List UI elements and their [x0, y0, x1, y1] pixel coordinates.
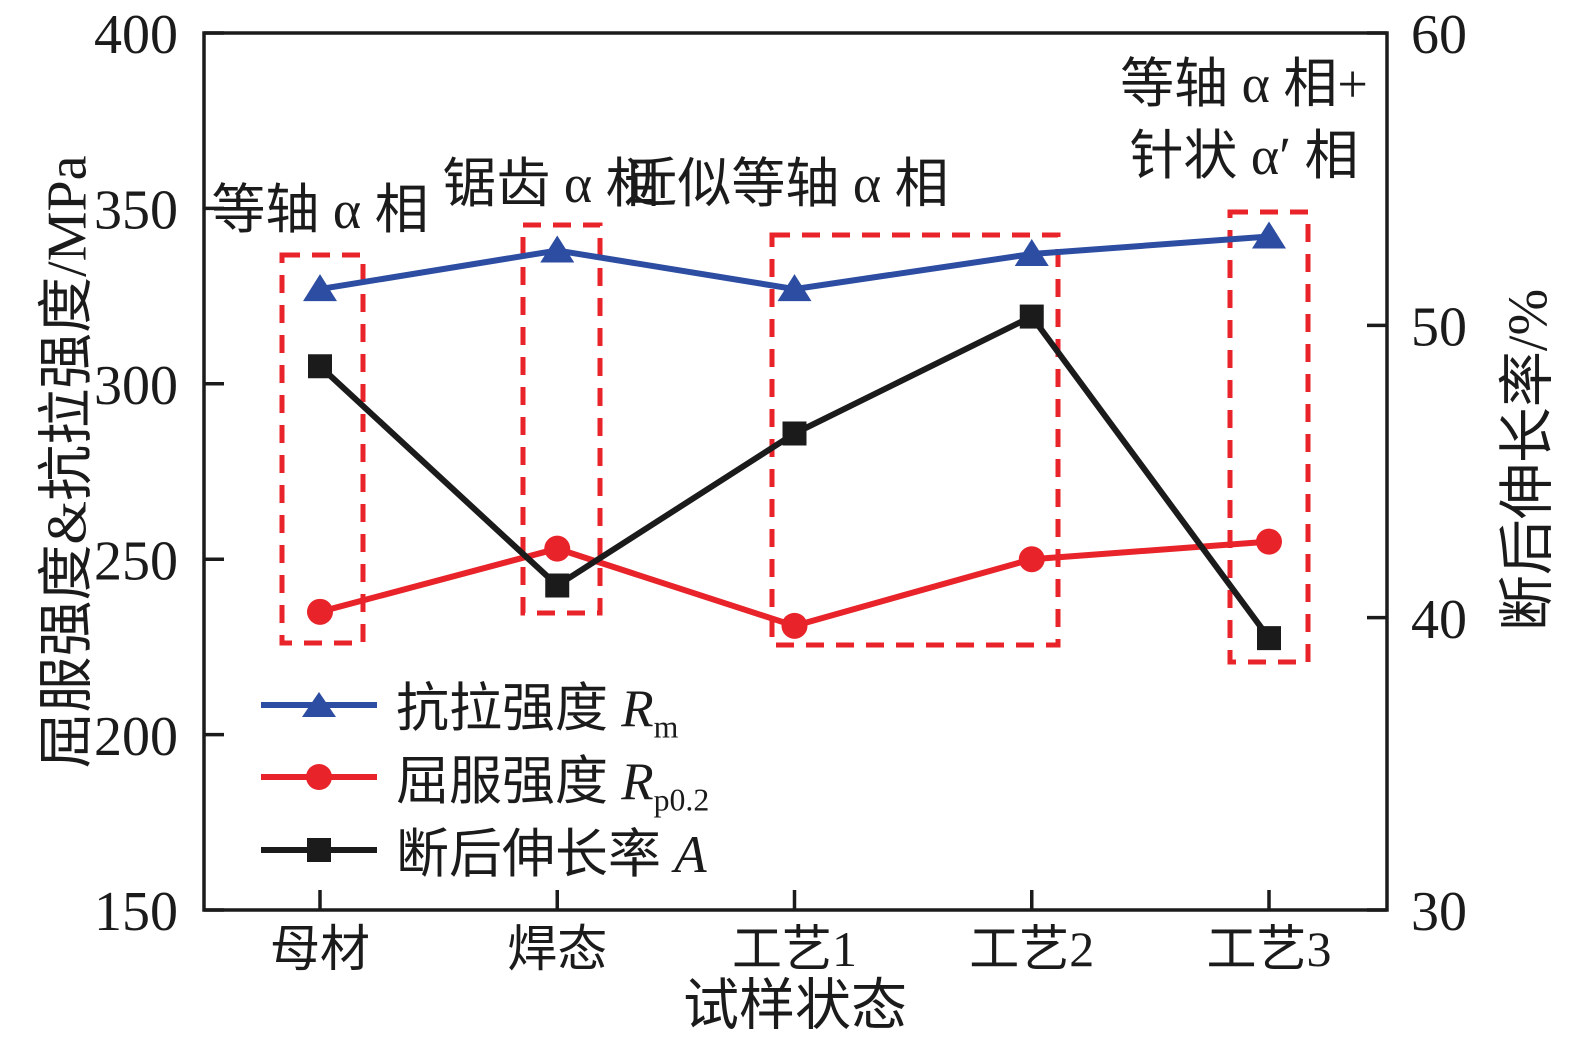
phase-region-box	[769, 232, 1061, 648]
legend-item-elongation: 断后伸长率 A	[258, 813, 709, 886]
right-axis-tick-label: 60	[1411, 4, 1467, 66]
legend-label: 断后伸长率	[396, 825, 675, 884]
phase-region-box	[520, 222, 603, 616]
triangle-data-marker	[540, 235, 575, 263]
phase-annotation-label: 等轴 α 相	[211, 180, 429, 240]
phase-annotation-label: 锯齿 α 相	[442, 154, 660, 214]
phase-region-box	[279, 252, 366, 646]
legend: 抗拉强度 Rm 屈服强度 Rp0.2 断后伸长率 A	[258, 667, 709, 886]
x-axis-tick-label: 工艺3	[1207, 921, 1332, 977]
triangle-data-marker	[777, 274, 812, 302]
triangle-marker-icon	[261, 691, 377, 717]
legend-item-tensile-strength: 抗拉强度 Rm	[258, 667, 709, 742]
triangle-data-marker	[1014, 239, 1049, 267]
x-axis-tick-label: 焊态	[507, 921, 607, 977]
left-axis-tick-label: 400	[94, 4, 178, 66]
phase-region-box	[1227, 209, 1311, 665]
triangle-data-marker	[303, 274, 337, 302]
phase-annotation-label: 等轴 α 相+ 针状 α′ 相	[1120, 54, 1368, 186]
triangle-data-marker	[1252, 221, 1286, 249]
square-data-marker	[782, 421, 807, 446]
circle-marker-icon	[261, 763, 377, 790]
left-axis-tick-label: 350	[94, 180, 178, 242]
legend-label: 抗拉强度	[396, 679, 622, 738]
square-data-marker	[1019, 304, 1044, 329]
square-data-marker	[308, 354, 332, 379]
left-axis-tick-label: 200	[94, 706, 178, 768]
square-marker-icon	[261, 837, 377, 862]
series-line-square	[317, 312, 1272, 640]
right-axis-tick-label: 50	[1411, 296, 1467, 358]
x-axis-tick-label: 母材	[270, 921, 370, 977]
circle-data-marker	[1256, 528, 1282, 555]
left-axis-tick-label: 250	[94, 530, 178, 592]
right-axis-tick-label: 40	[1411, 589, 1467, 651]
right-axis-title: 断后伸长率/%	[1497, 288, 1560, 632]
left-axis-tick-label: 150	[94, 881, 178, 943]
right-axis-tick-label: 30	[1411, 881, 1467, 943]
x-axis-tick-label: 工艺2	[969, 921, 1094, 977]
circle-data-marker	[1018, 546, 1045, 573]
square-data-marker	[1257, 626, 1281, 651]
legend-item-yield-strength: 屈服强度 Rp0.2	[258, 740, 709, 815]
square-data-marker	[545, 573, 570, 598]
left-axis-title: 屈服强度&抗拉强度/MPa	[36, 155, 99, 769]
legend-label: 屈服强度	[396, 752, 622, 811]
phase-annotation-label: 近似等轴 α 相	[623, 154, 949, 214]
x-axis-title: 试样状态	[683, 975, 907, 1038]
left-axis-tick-label: 300	[94, 355, 178, 417]
circle-data-marker	[781, 612, 808, 639]
circle-data-marker	[307, 598, 333, 625]
x-axis-tick-label: 工艺1	[732, 921, 857, 977]
circle-data-marker	[544, 535, 571, 562]
